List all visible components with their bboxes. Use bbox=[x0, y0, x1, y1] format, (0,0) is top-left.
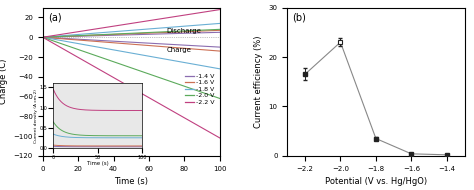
X-axis label: Time (s): Time (s) bbox=[114, 177, 148, 186]
Y-axis label: Charge (C): Charge (C) bbox=[0, 59, 8, 104]
Y-axis label: Current efficiency (%): Current efficiency (%) bbox=[254, 36, 263, 128]
Text: (b): (b) bbox=[292, 12, 307, 22]
Text: Charge: Charge bbox=[167, 47, 191, 53]
Legend: -1.4 V, -1.6 V, -1.8 V, -2.0 V, -2.2 V: -1.4 V, -1.6 V, -1.8 V, -2.0 V, -2.2 V bbox=[182, 71, 217, 107]
Text: (a): (a) bbox=[48, 12, 62, 22]
Text: Discharge: Discharge bbox=[167, 28, 201, 34]
X-axis label: Potential (V vs. Hg/HgO): Potential (V vs. Hg/HgO) bbox=[325, 177, 427, 186]
